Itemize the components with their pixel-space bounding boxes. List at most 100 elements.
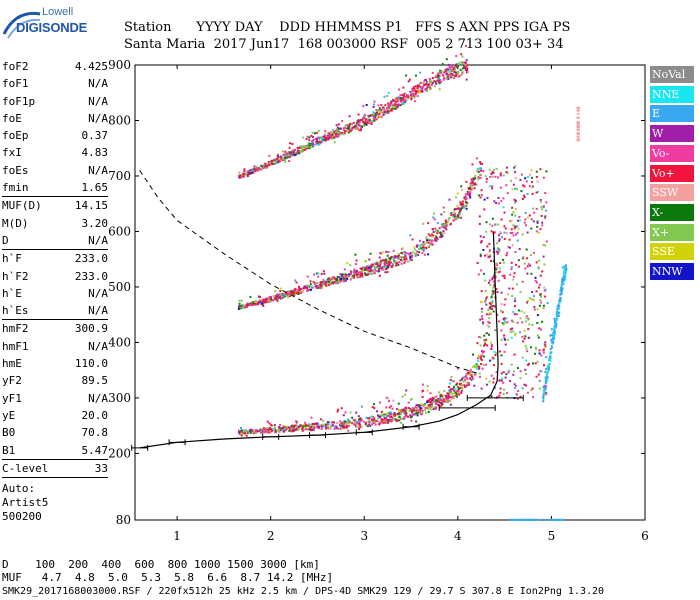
echo-point	[512, 311, 515, 313]
echo-point	[516, 219, 519, 222]
echo-point	[350, 272, 352, 274]
echo-point	[535, 290, 538, 293]
echo-point	[479, 235, 482, 238]
echo-point	[499, 309, 502, 312]
echo-point	[576, 133, 580, 136]
echo-point	[409, 90, 412, 93]
echo-point	[428, 406, 431, 409]
echo-point	[403, 409, 406, 412]
echo-point	[535, 375, 538, 378]
echo-point	[528, 297, 531, 300]
echo-point	[254, 303, 257, 305]
echo-point	[387, 414, 390, 417]
echo-point	[539, 293, 542, 296]
echo-point	[454, 71, 457, 74]
echo-point	[427, 233, 430, 236]
echo-point	[548, 518, 551, 521]
echo-point	[552, 518, 555, 521]
echo-point	[530, 169, 533, 172]
echo-point	[453, 64, 456, 67]
echo-point	[415, 74, 417, 77]
echo-point	[331, 137, 334, 140]
y-tick-label: 600	[108, 224, 131, 238]
echo-point	[543, 343, 546, 346]
echo-point	[561, 281, 564, 283]
echo-point	[252, 430, 255, 433]
echo-point	[359, 275, 362, 278]
echo-point	[464, 69, 467, 71]
echo-point	[321, 286, 324, 288]
echo-point	[386, 95, 389, 97]
echo-point	[413, 409, 415, 412]
echo-point	[497, 279, 500, 282]
echo-point	[465, 376, 468, 379]
echo-point	[269, 426, 272, 429]
echo-point	[338, 276, 340, 279]
echo-point	[475, 157, 478, 160]
echo-point	[430, 239, 433, 242]
echo-point	[368, 265, 371, 268]
echo-point	[454, 387, 457, 390]
echo-point	[374, 423, 377, 426]
echo-point	[313, 426, 316, 429]
echo-point	[526, 216, 529, 219]
echo-point	[494, 276, 497, 279]
echo-point	[427, 222, 430, 225]
echo-point	[386, 111, 389, 114]
echo-point	[396, 408, 399, 411]
echo-point	[480, 301, 483, 304]
echo-point	[321, 425, 324, 428]
echo-point	[488, 321, 491, 324]
echo-point	[390, 411, 393, 414]
echo-point	[516, 283, 518, 286]
echo-point	[403, 261, 406, 264]
parameter-value: 14.15	[74, 199, 108, 213]
echo-point	[292, 292, 295, 295]
echo-point	[534, 346, 537, 349]
echo-point	[252, 432, 255, 435]
echo-point	[399, 421, 402, 424]
echo-point	[536, 334, 539, 337]
echo-point	[404, 393, 406, 396]
echo-point	[438, 401, 441, 404]
echo-point	[422, 222, 425, 225]
echo-point	[379, 263, 381, 266]
echo-point	[546, 372, 549, 375]
echo-point	[484, 299, 487, 302]
echo-point	[408, 409, 411, 411]
parameter-name: h`F	[2, 252, 22, 266]
echo-point	[412, 413, 415, 416]
echo-point	[556, 307, 559, 310]
echo-point	[447, 397, 450, 400]
echo-point	[449, 378, 452, 381]
echo-point	[495, 288, 498, 291]
echo-point	[521, 198, 524, 200]
echo-point	[439, 231, 442, 234]
echo-point	[269, 162, 271, 165]
echo-point	[242, 432, 245, 434]
echo-point	[262, 427, 265, 430]
echo-point	[457, 63, 460, 66]
echo-point	[279, 287, 282, 290]
echo-point	[525, 224, 527, 227]
echo-point	[370, 123, 373, 125]
echo-point	[547, 367, 550, 370]
echo-point	[357, 415, 360, 418]
echo-point	[480, 240, 483, 243]
echo-point	[565, 264, 567, 267]
echo-point	[386, 264, 389, 267]
echo-point	[491, 224, 494, 227]
parameters-panel: foF2 4.425 foF1 N/A foF1p N/A foE N/A foEp 0.37 fx…	[2, 58, 108, 524]
echo-point	[339, 127, 342, 130]
echo-point	[483, 350, 485, 353]
echo-point	[537, 336, 540, 339]
echo-point	[311, 144, 314, 147]
echo-point	[330, 131, 333, 134]
echo-point	[360, 129, 362, 132]
echo-point	[456, 390, 459, 393]
echo-point	[360, 418, 363, 421]
echo-point	[542, 304, 545, 307]
echo-point	[464, 374, 467, 377]
echo-point	[344, 274, 347, 277]
echo-point	[545, 381, 548, 384]
